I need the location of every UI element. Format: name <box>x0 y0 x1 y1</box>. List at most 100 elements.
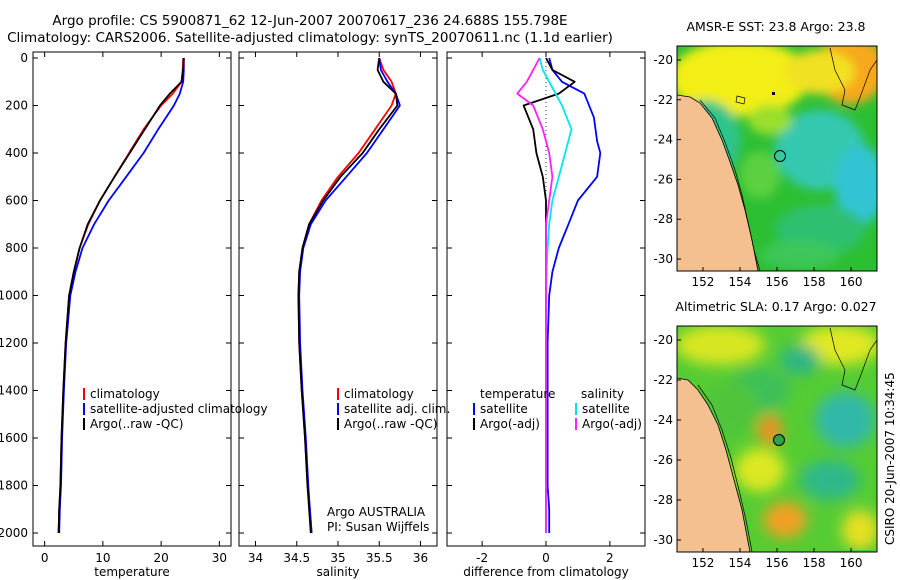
sst_map-xtick-label: 152 <box>691 275 714 289</box>
temperature-ytick-label: 1800 <box>0 479 28 493</box>
sla_map-ytick-label: -30 <box>653 533 673 547</box>
figure-title-line2: Climatology: CARS2006. Satellite-adjuste… <box>7 30 613 46</box>
salinity-xtick-label: 34 <box>248 551 263 565</box>
sst-map-ticks: 152 154 156 158 160 -20 -22 -24 -26 -28 -30 <box>653 53 862 289</box>
sla_map-ytick-label: -20 <box>653 333 673 347</box>
temperature-xtick-label: 30 <box>212 551 227 565</box>
figure-title-line1: Argo profile: CS 5900871_62 12-Jun-2007 … <box>52 13 567 29</box>
sst_map-xtick-label: 160 <box>840 275 863 289</box>
sst-blobs <box>677 46 877 269</box>
sst_map-xtick-label: 156 <box>766 275 789 289</box>
temperature-line-argo-raw-qc- <box>57 57 185 534</box>
difference-legend-temp-title: temperature <box>480 387 555 401</box>
sla_map-xtick-label: 154 <box>729 556 752 570</box>
salinity-xtick-label: 35.5 <box>366 551 393 565</box>
timestamp-stamp: CSIRO 20-Jun-2007 10:34:45 <box>883 372 897 545</box>
sla_map-xtick-label: 158 <box>803 556 826 570</box>
difference-line-temperature-satellite <box>546 57 602 533</box>
temperature-line-satellite-adjusted-climatology <box>58 58 185 534</box>
salinity-xtick-label: 36 <box>413 551 428 565</box>
sst-island-contour <box>735 95 746 105</box>
temperature-ytick-label: 1200 <box>0 336 28 350</box>
sst_map-xtick-label: 154 <box>729 275 752 289</box>
sla-map-title: Altimetric SLA: 0.17 Argo: 0.027 <box>675 299 876 314</box>
difference-legend-label: satellite <box>582 402 630 416</box>
temperature-ytick-label: 1600 <box>0 431 28 445</box>
temperature-ytick-label: 2000 <box>0 526 28 540</box>
sst-small-island <box>772 92 775 95</box>
temperature-ytick-label: 1400 <box>0 384 28 398</box>
sst-map-field <box>677 46 877 271</box>
salinity-line-argo-raw-qc- <box>297 57 399 534</box>
temperature-xtick-label: 0 <box>41 551 49 565</box>
sla_map-ytick-label: -26 <box>653 453 673 467</box>
temperature-ytick-label: 0 <box>20 51 28 65</box>
salinity-legend-label: Argo(..raw -QC) <box>344 417 437 431</box>
sst_map-ytick-label: -20 <box>653 53 673 67</box>
sst-map-title: AMSR-E SST: 23.8 Argo: 23.8 <box>686 19 865 34</box>
difference-xlabel: difference from climatology <box>463 565 629 579</box>
temperature-ytick-label: 1000 <box>0 289 28 303</box>
salinity-line-climatology <box>297 57 397 534</box>
sla_map-xtick-label: 160 <box>840 556 863 570</box>
difference-legend-sal-title: salinity <box>581 387 624 401</box>
temperature-legend-label: Argo(..raw -QC) <box>90 417 183 431</box>
temperature-legend-label: satellite-adjusted climatology <box>90 402 268 416</box>
temperature-line-climatology <box>57 57 185 534</box>
sst-land <box>677 94 759 271</box>
temperature-xtick-label: 20 <box>153 551 168 565</box>
sst-map-panel: AMSR-E SST: 23.8 Argo: 23.8 <box>653 19 878 289</box>
sla-map-panel: Altimetric SLA: 0.17 Argo: 0.027 <box>653 299 878 570</box>
sst-float-marker <box>774 150 786 162</box>
temperature-panel: 0 10 20 30 temperature 0 200 400 600 800 1000 1200 1… <box>0 51 268 579</box>
temperature-legend-label: climatology <box>90 387 160 401</box>
sla-blobs <box>677 326 877 550</box>
sla-map-ticks: 152 154 156 158 160 -20 -22 -24 -26 -28 -30 <box>653 333 862 570</box>
salinity-legend-label: satellite adj. clim. <box>344 402 450 416</box>
sla_map-ytick-label: -28 <box>653 493 673 507</box>
sst_map-ytick-label: -24 <box>653 133 673 147</box>
difference-legend-label: Argo(-adj) <box>582 417 642 431</box>
pi-credit: PI: Susan Wijffels <box>327 520 429 534</box>
salinity-panel: 34 34.5 35 35.5 36 salinity climatologysatelli… <box>238 51 450 579</box>
sst-reef-contour <box>829 47 877 111</box>
salinity-xtick-label: 34.5 <box>283 551 310 565</box>
sst_map-ytick-label: -30 <box>653 252 673 266</box>
temperature-xtick-label: 10 <box>95 551 110 565</box>
sst-shelf-contour <box>699 99 761 271</box>
difference-legend-label: Argo(-adj) <box>480 417 540 431</box>
difference-line-salinity-satellite <box>538 57 573 533</box>
sla_map-xtick-label: 156 <box>766 556 789 570</box>
sla_map-ytick-label: -24 <box>653 413 673 427</box>
temperature-ytick-label: 600 <box>5 194 28 208</box>
sla-shelf-contour <box>697 384 753 552</box>
temperature-ytick-label: 200 <box>5 99 28 113</box>
sst_map-ytick-label: -28 <box>653 212 673 226</box>
salinity-xtick-label: 35 <box>330 551 345 565</box>
salinity-frame <box>238 51 438 547</box>
difference-xtick-label: -2 <box>476 551 488 565</box>
difference-xtick-label: 0 <box>542 551 550 565</box>
sla-reef-contour <box>829 327 877 391</box>
sla_map-xtick-label: 152 <box>691 556 714 570</box>
sst_map-ytick-label: -22 <box>653 93 673 107</box>
temperature-xlabel: temperature <box>94 565 169 579</box>
sla-land <box>677 377 751 552</box>
sla-float-marker <box>773 434 785 446</box>
salinity-legend-label: climatology <box>344 387 414 401</box>
program-credit: Argo AUSTRALIA <box>327 505 426 519</box>
salinity-line-satellite-adj-clim- <box>298 57 401 534</box>
difference-xtick-label: 2 <box>606 551 614 565</box>
temperature-ytick-label: 800 <box>5 241 28 255</box>
sst_map-ytick-label: -26 <box>653 172 673 186</box>
sst_map-xtick-label: 158 <box>803 275 826 289</box>
temperature-ytick-label: 400 <box>5 146 28 160</box>
difference-legend-label: satellite <box>480 402 528 416</box>
sla-map-field <box>677 326 877 552</box>
salinity-xlabel: salinity <box>316 565 359 579</box>
temperature-frame <box>32 51 232 547</box>
sla_map-ytick-label: -22 <box>653 373 673 387</box>
